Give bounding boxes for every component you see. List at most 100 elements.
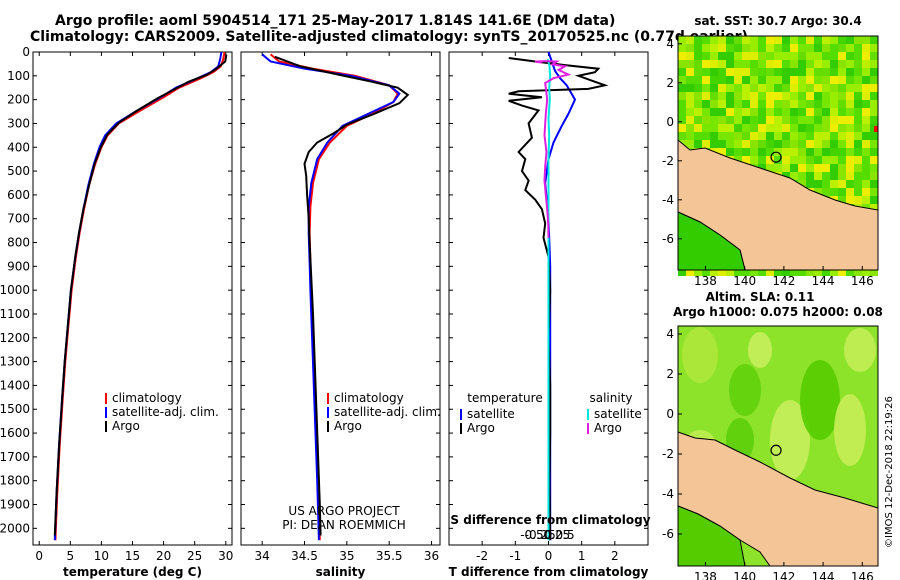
sst-cell <box>846 92 854 100</box>
temperature-legend-label: satellite-adj. clim. <box>112 405 219 419</box>
diff-legend-label: Argo <box>467 421 495 435</box>
sst-cell <box>710 108 718 116</box>
sst-cell <box>862 68 870 76</box>
argo-float-marker <box>770 151 782 163</box>
sst-cell <box>854 132 862 140</box>
sst-cell <box>830 124 838 132</box>
sst-cell <box>862 148 870 156</box>
sst-cell <box>758 100 766 108</box>
sst-cell <box>758 268 766 276</box>
sst-cell <box>734 92 742 100</box>
temperature-series-argo <box>53 54 228 536</box>
sst-cell <box>830 92 838 100</box>
sst-cell <box>718 268 726 276</box>
depth-tick-label: 200 <box>7 93 30 107</box>
sst-cell <box>806 36 814 44</box>
sst-cell <box>694 52 702 60</box>
sst-cell <box>678 268 686 276</box>
sst-cell <box>814 164 822 172</box>
sst-cell <box>822 44 830 52</box>
diff-legend-label: satellite <box>467 407 515 421</box>
sst-cell <box>798 68 806 76</box>
sst-cell <box>854 84 862 92</box>
sst-cell <box>750 84 758 92</box>
sst-cell <box>758 124 766 132</box>
sst-cell <box>742 100 750 108</box>
depth-tick-label: 1200 <box>0 331 30 345</box>
sst-cell <box>726 132 734 140</box>
sst-cell <box>718 36 726 44</box>
sst-cell <box>790 132 798 140</box>
sst-cell <box>870 188 878 196</box>
sst-cell <box>774 84 782 92</box>
sst-cell <box>822 156 830 164</box>
sst-cell <box>678 116 686 124</box>
sst-cell <box>822 148 830 156</box>
sst-cell <box>710 100 718 108</box>
sst-cell <box>718 84 726 92</box>
sst-hotspot <box>874 126 878 132</box>
sst-cell <box>838 124 846 132</box>
sst-cell <box>838 116 846 124</box>
map-xtick-label: 140 <box>733 570 756 580</box>
sst-cell <box>702 268 710 276</box>
sst-cell <box>742 116 750 124</box>
sst-cell <box>782 268 790 276</box>
salinity-series-satellite-adj-clim- <box>261 53 401 541</box>
sst-cell <box>790 140 798 148</box>
sst-cell <box>678 44 686 52</box>
sst-cell <box>806 156 814 164</box>
sst-cell <box>694 116 702 124</box>
sst-cell <box>694 68 702 76</box>
sst-cell <box>694 84 702 92</box>
difference-series-t-argo <box>508 57 609 541</box>
sst-cell <box>758 156 766 164</box>
sst-cell <box>750 148 758 156</box>
map-ytick-label: -4 <box>662 193 674 207</box>
map-ytick-label: 2 <box>666 367 674 381</box>
sst-cell <box>694 36 702 44</box>
sst-cell <box>830 156 838 164</box>
sst-cell <box>726 60 734 68</box>
sst-cell <box>806 132 814 140</box>
sst-cell <box>766 124 774 132</box>
sst-cell <box>758 108 766 116</box>
sst-cell <box>702 124 710 132</box>
depth-tick-label: 1800 <box>0 474 30 488</box>
sst-cell <box>862 172 870 180</box>
sst-cell <box>870 60 878 68</box>
sst-cell <box>846 148 854 156</box>
sst-cell <box>838 196 846 204</box>
depth-tick-label: 1700 <box>0 450 30 464</box>
sst-cell <box>726 100 734 108</box>
sst-cell <box>678 76 686 84</box>
sst-cell <box>854 268 862 276</box>
sla-blob <box>682 327 718 383</box>
sla-map-title-1: Altim. SLA: 0.11 <box>706 290 815 304</box>
sst-cell <box>854 68 862 76</box>
sst-cell <box>686 76 694 84</box>
sst-cell <box>694 76 702 84</box>
sst-cell <box>774 156 782 164</box>
map-frame <box>677 35 879 271</box>
sst-cell <box>710 132 718 140</box>
sla-blob <box>770 400 810 480</box>
sst-cell <box>862 100 870 108</box>
sst-cell <box>734 100 742 108</box>
sst-cell <box>846 100 854 108</box>
map-ytick-label: 2 <box>666 76 674 90</box>
sst-cell <box>814 140 822 148</box>
sst-cell <box>758 68 766 76</box>
temperature-xtick-label: 30 <box>218 549 233 563</box>
sst-cell <box>822 172 830 180</box>
sst-cell <box>822 100 830 108</box>
sst-cell <box>782 84 790 92</box>
sst-cell <box>686 44 694 52</box>
sst-cell <box>830 84 838 92</box>
sst-cell <box>734 268 742 276</box>
sst-cell <box>782 36 790 44</box>
sst-cell <box>870 180 878 188</box>
sst-cell <box>854 60 862 68</box>
sst-cell <box>742 60 750 68</box>
sst-cell <box>678 36 686 44</box>
